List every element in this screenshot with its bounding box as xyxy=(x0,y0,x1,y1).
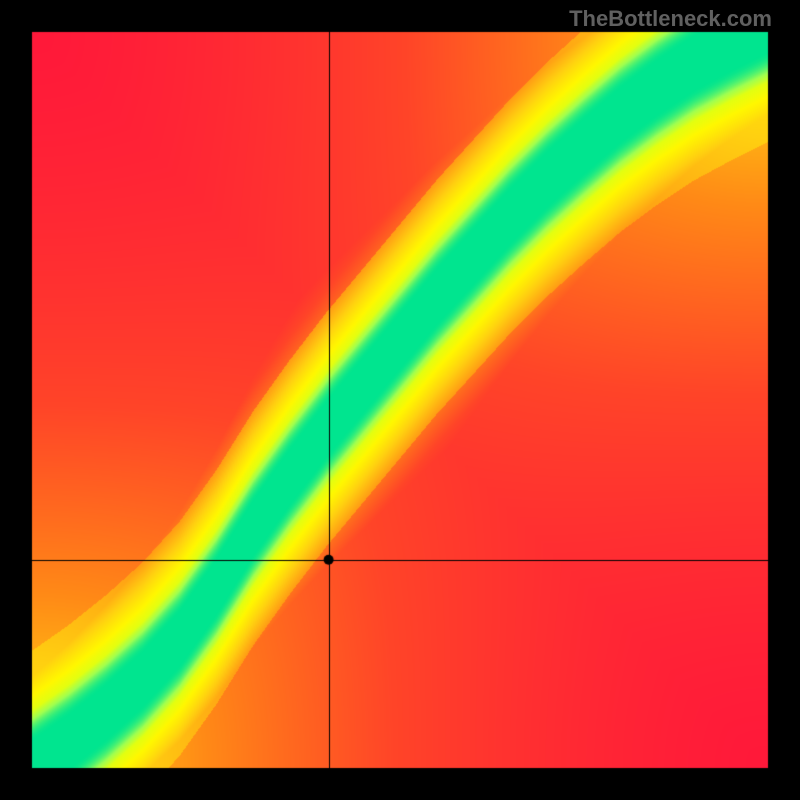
watermark-text: TheBottleneck.com xyxy=(569,6,772,32)
chart-container: TheBottleneck.com xyxy=(0,0,800,800)
bottleneck-heatmap-canvas xyxy=(0,0,800,800)
